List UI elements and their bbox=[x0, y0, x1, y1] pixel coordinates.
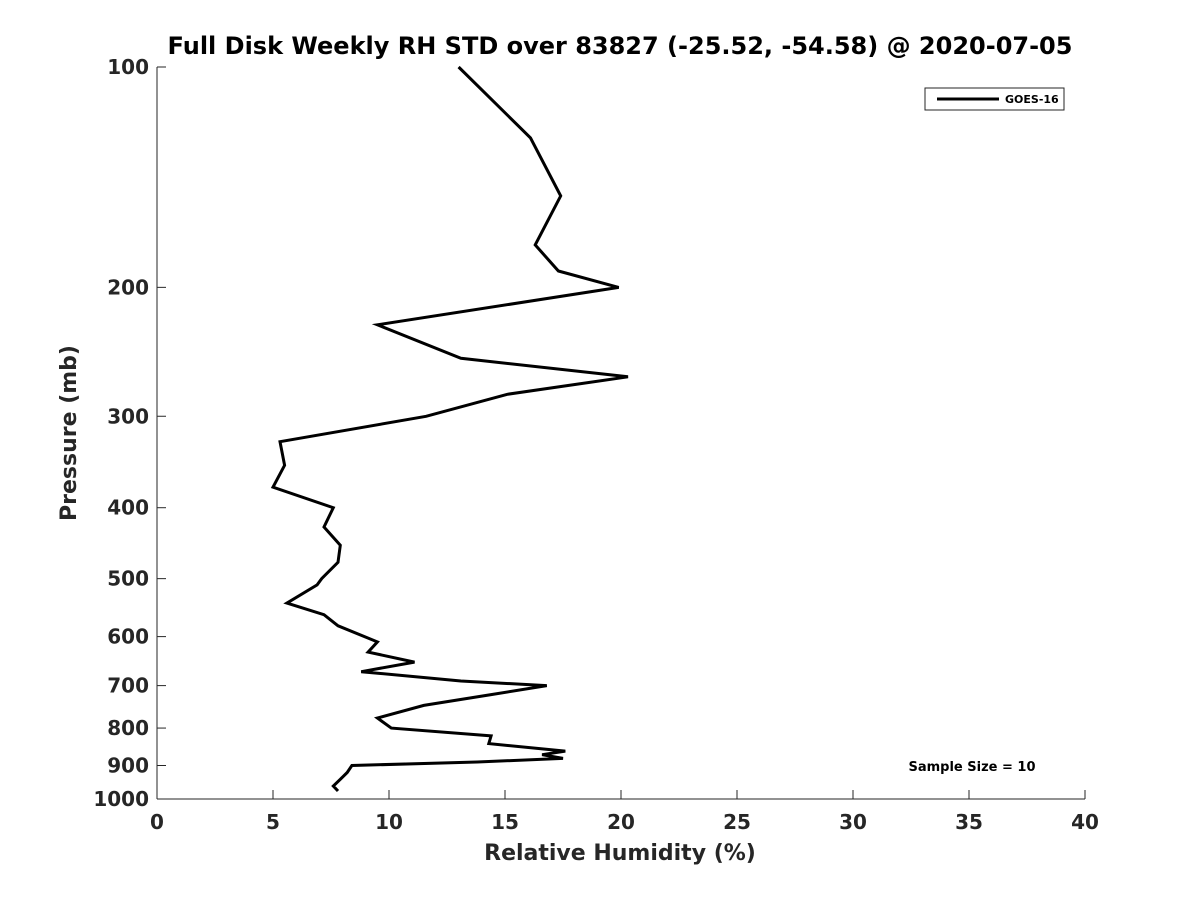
y-tick-label: 100 bbox=[107, 55, 149, 79]
y-tick-label: 1000 bbox=[93, 787, 149, 811]
y-tick-label: 600 bbox=[107, 625, 149, 649]
y-tick-label: 200 bbox=[107, 275, 149, 299]
y-tick-label: 400 bbox=[107, 496, 149, 520]
chart-title: Full Disk Weekly RH STD over 83827 (-25.… bbox=[168, 32, 1073, 60]
series-lines bbox=[270, 65, 629, 793]
y-tick-label: 900 bbox=[107, 754, 149, 778]
x-tick-label: 10 bbox=[375, 810, 403, 834]
x-axis-ticks: 0 5 10 15 20 25 30 35 40 bbox=[150, 790, 1099, 834]
x-tick-label: 0 bbox=[150, 810, 164, 834]
legend: GOES-16 bbox=[924, 87, 1065, 111]
y-tick-label: 700 bbox=[107, 674, 149, 698]
y-tick-label: 800 bbox=[107, 716, 149, 740]
y-tick-label: 500 bbox=[107, 567, 149, 591]
sample-size-annotation: Sample Size = 10 bbox=[908, 760, 1035, 775]
series-line-goes-16 bbox=[270, 65, 629, 793]
x-tick-label: 20 bbox=[607, 810, 635, 834]
x-tick-label: 25 bbox=[723, 810, 751, 834]
x-tick-label: 40 bbox=[1071, 810, 1099, 834]
legend-label: GOES-16 bbox=[1005, 93, 1059, 106]
x-tick-label: 15 bbox=[491, 810, 519, 834]
x-tick-label: 30 bbox=[839, 810, 867, 834]
x-tick-label: 35 bbox=[955, 810, 983, 834]
y-axis-label: Pressure (mb) bbox=[57, 345, 82, 521]
y-tick-label: 300 bbox=[107, 404, 149, 428]
x-axis-label: Relative Humidity (%) bbox=[484, 841, 756, 866]
x-tick-label: 5 bbox=[266, 810, 280, 834]
y-axis-ticks: 100 200 300 400 500 600 700 800 900 1000 bbox=[93, 55, 166, 811]
